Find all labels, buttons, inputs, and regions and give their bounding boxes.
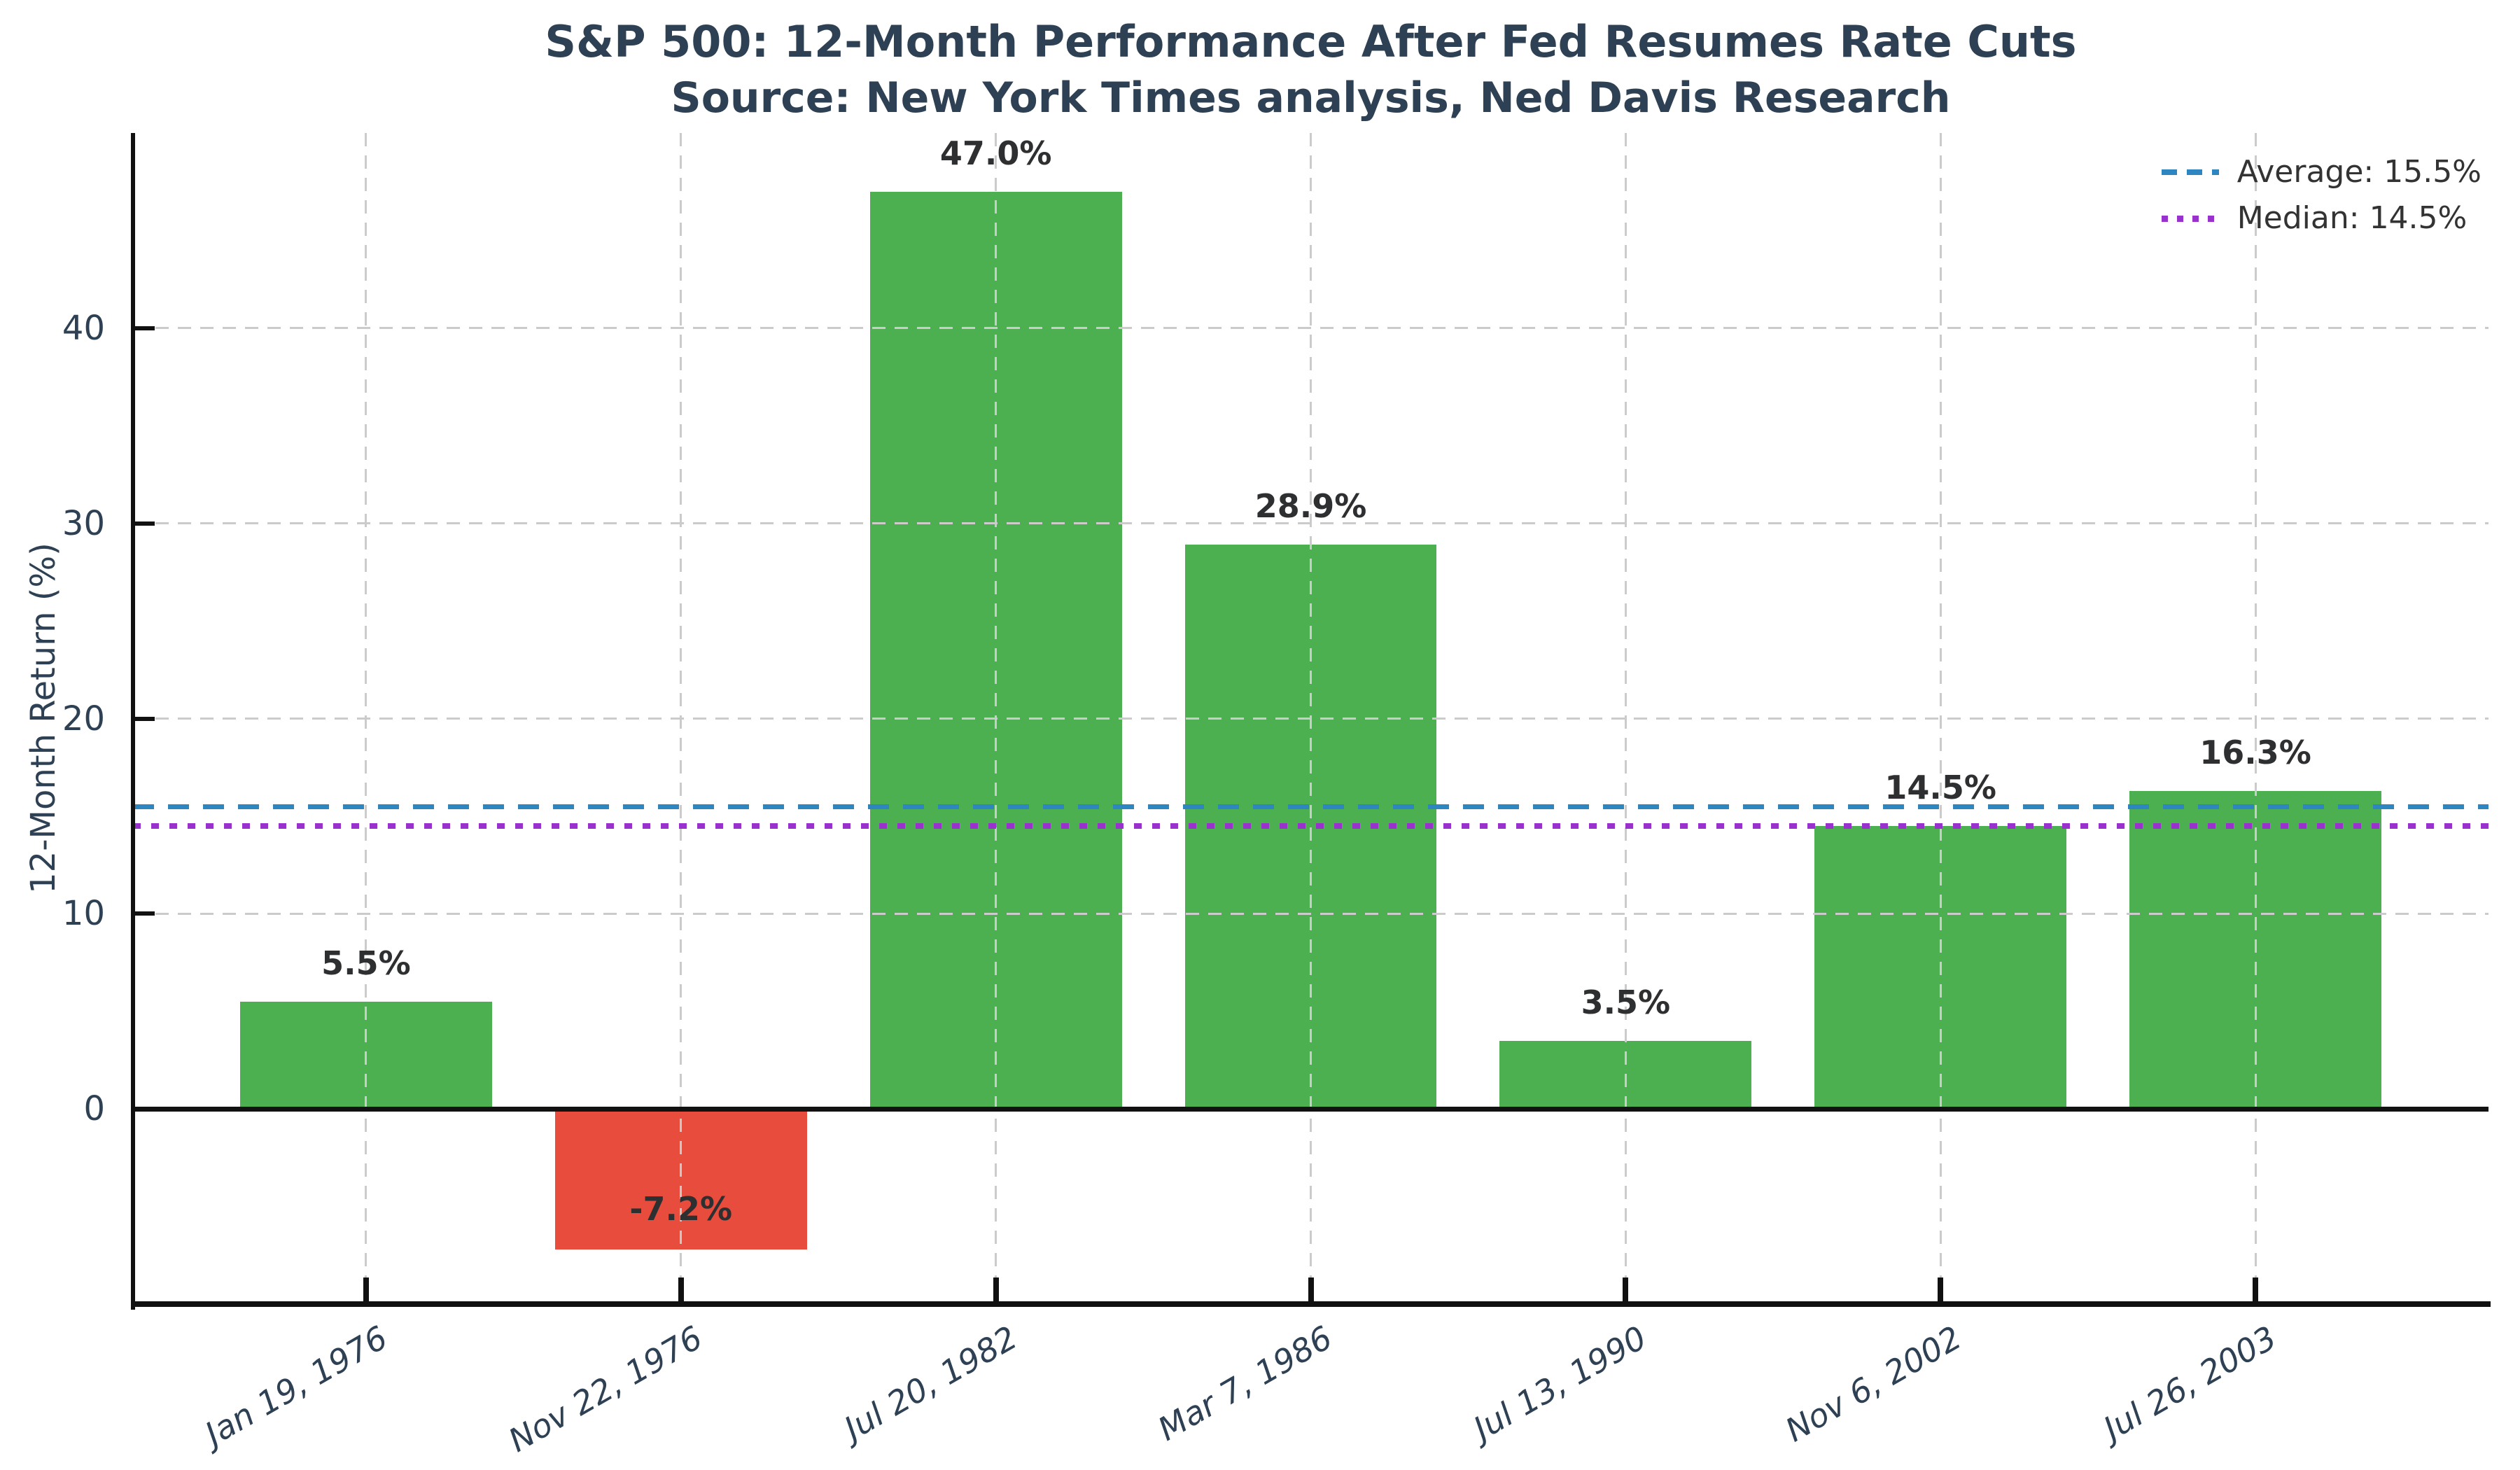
y-tick-mark — [135, 911, 155, 916]
x-tick-mark — [2253, 1278, 2259, 1301]
horizontal-gridline — [133, 327, 2488, 330]
x-tick-mark — [1308, 1278, 1314, 1301]
legend-label-median: Median: 14.5% — [2236, 200, 2468, 237]
x-tick-label: Nov 6, 2002 — [1779, 1318, 1968, 1450]
horizontal-gridline — [133, 522, 2488, 525]
bar-value-label: 16.3% — [2199, 733, 2311, 771]
plot-area: Jan 19, 1976 5.5% Nov 22, 1976 -7.2% Jul 20,… — [62, 133, 2491, 1460]
chart-title: S&P 500: 12-Month Performance After Fed … — [545, 16, 2077, 67]
y-tick-mark — [135, 326, 155, 330]
title-block: S&P 500: 12-Month Performance After Fed … — [133, 14, 2488, 125]
y-tick-mark — [135, 716, 155, 721]
x-tick-label: Jan 19, 1976 — [198, 1318, 393, 1453]
y-axis-spine — [131, 133, 135, 1310]
average-line — [133, 804, 2488, 809]
x-tick-mark — [1623, 1278, 1629, 1301]
bar-value-label: 5.5% — [321, 944, 411, 982]
y-tick-label: 40 — [62, 308, 105, 348]
median-line — [133, 823, 2488, 830]
bar-value-label: -7.2% — [629, 1189, 733, 1228]
x-tick-mark — [993, 1278, 999, 1301]
bar-value-label: 28.9% — [1254, 487, 1367, 526]
x-tick-label: Jul 13, 1990 — [1467, 1318, 1653, 1448]
y-tick-label: 20 — [62, 699, 105, 738]
x-axis-spine — [131, 1301, 2491, 1307]
legend-item-median: Median: 14.5% — [2161, 200, 2482, 237]
legend-label-average: Average: 15.5% — [2236, 154, 2482, 190]
chart-subtitle: Source: New York Times analysis, Ned Dav… — [671, 73, 1951, 122]
y-tick-label: 10 — [62, 894, 105, 934]
x-tick-label: Jul 20, 1982 — [837, 1318, 1023, 1448]
y-tick-label: 0 — [83, 1089, 105, 1129]
legend: Average: 15.5% Median: 14.5% — [2161, 154, 2482, 237]
y-tick-mark — [135, 521, 155, 526]
zero-baseline — [133, 1106, 2488, 1112]
x-tick-label: Mar 7, 1986 — [1151, 1318, 1338, 1448]
median-dotted-line-icon — [2161, 216, 2219, 223]
legend-item-average: Average: 15.5% — [2161, 154, 2482, 190]
x-tick-mark — [678, 1278, 684, 1301]
x-tick-label: Jul 26, 2003 — [2096, 1318, 2283, 1448]
horizontal-gridline — [133, 718, 2488, 720]
bar-value-label: 14.5% — [1884, 768, 1997, 806]
average-dashed-line-icon — [2161, 169, 2219, 176]
x-tick-label: Nov 22, 1976 — [501, 1318, 708, 1460]
bar-value-label: 47.0% — [939, 134, 1052, 172]
y-tick-label: 30 — [62, 503, 105, 543]
x-tick-mark — [1938, 1278, 1944, 1301]
horizontal-gridline — [133, 912, 2488, 915]
x-tick-mark — [363, 1278, 369, 1301]
bar-value-label: 3.5% — [1581, 983, 1671, 1021]
